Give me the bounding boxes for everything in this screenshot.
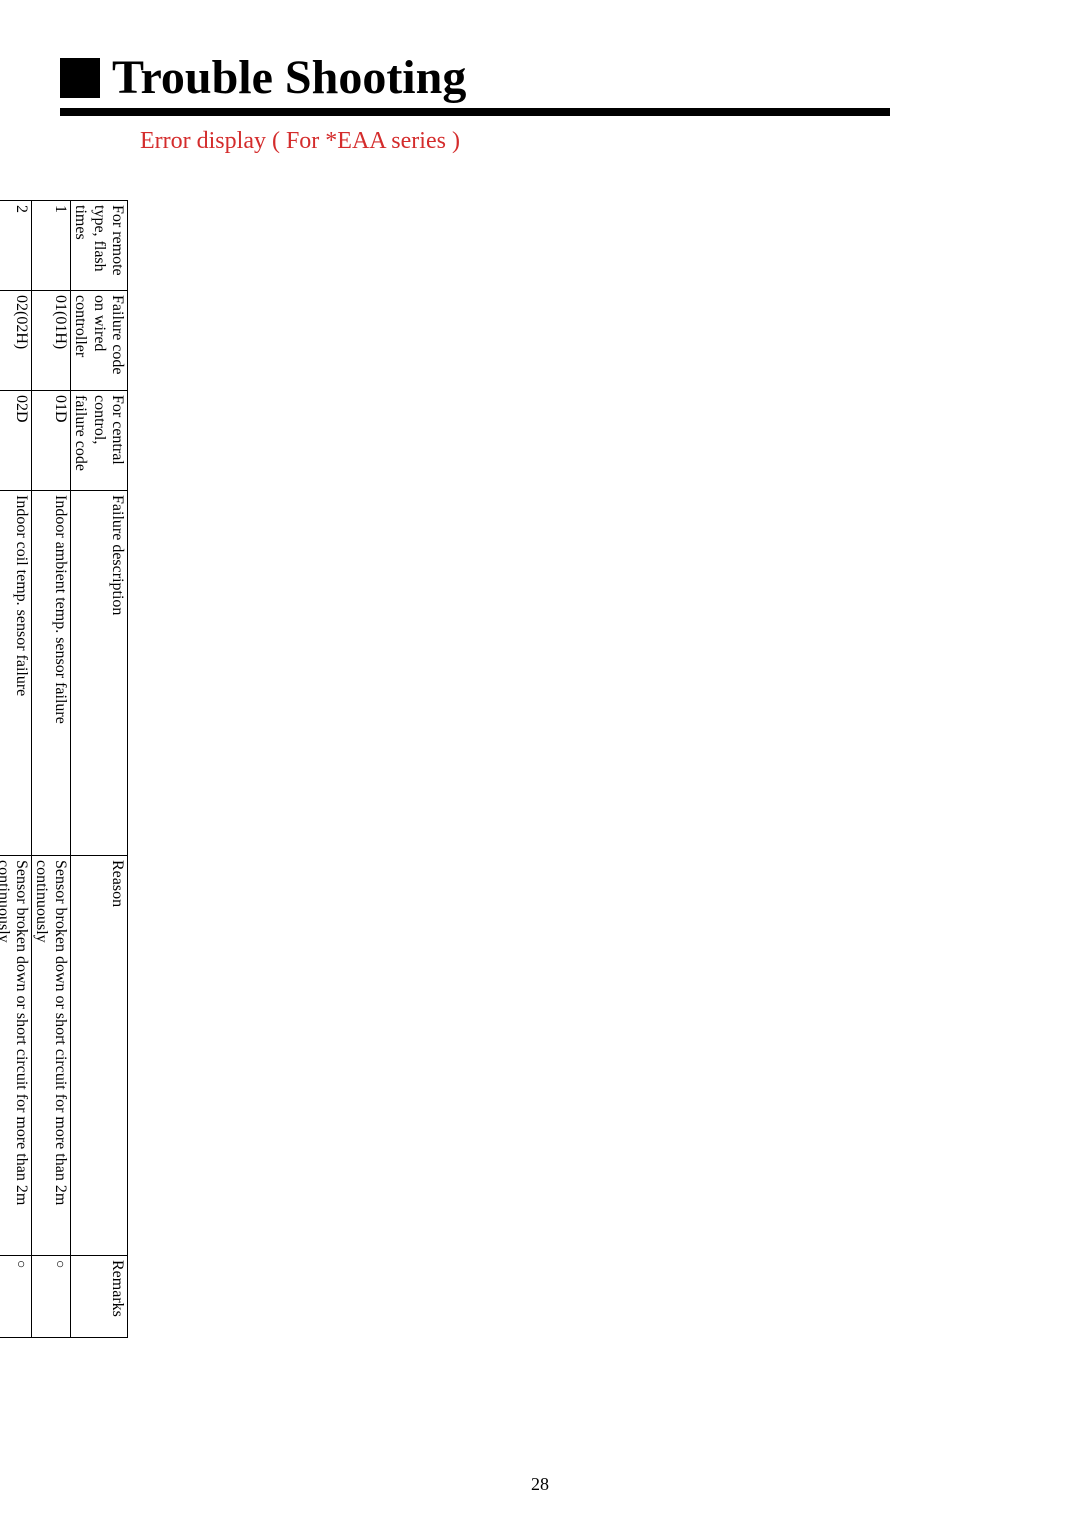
cell-remark: ○ [32, 1256, 71, 1338]
th-reason: Reason [70, 856, 127, 1256]
cell-description: Indoor ambient temp. sensor failure [32, 491, 71, 856]
table-row: 101(01H)01DIndoor ambient temp. sensor f… [32, 201, 71, 1338]
page-number: 28 [0, 1474, 1080, 1495]
cell-wired-code: 01(01H) [32, 291, 71, 391]
cell-flash-times: 1 [32, 201, 71, 291]
table-header-row: For remote type, flash times Failure cod… [70, 201, 127, 1338]
cell-central-code: 01D [32, 391, 71, 491]
th-flash-times: For remote type, flash times [70, 201, 127, 291]
cell-reason: Sensor broken down or short circuit for … [0, 856, 32, 1256]
table-wrapper: For remote type, flash times Failure cod… [0, 200, 128, 1338]
th-description: Failure description [70, 491, 127, 856]
th-central-code: For central control, failure code [70, 391, 127, 491]
title-text: Trouble Shooting [112, 51, 466, 104]
section-title: Error display ( For *EAA series ) [140, 128, 460, 155]
cell-reason: Sensor broken down or short circuit for … [32, 856, 71, 1256]
cell-flash-times: 2 [0, 201, 32, 291]
cell-remark: ○ [0, 1256, 32, 1338]
cell-description: Indoor coil temp. sensor failure [0, 491, 32, 856]
th-remarks: Remarks [70, 1256, 127, 1338]
title-underline [60, 108, 890, 116]
fault-table: For remote type, flash times Failure cod… [0, 200, 128, 1338]
th-wired-code: Failure code on wired controller [70, 291, 127, 391]
page-title: Trouble Shooting [60, 50, 466, 105]
table-body: 101(01H)01DIndoor ambient temp. sensor f… [0, 201, 70, 1338]
table-row: 202(02H)02DIndoor coil temp. sensor fail… [0, 201, 32, 1338]
cell-wired-code: 02(02H) [0, 291, 32, 391]
cell-central-code: 02D [0, 391, 32, 491]
title-square-icon [60, 58, 100, 98]
